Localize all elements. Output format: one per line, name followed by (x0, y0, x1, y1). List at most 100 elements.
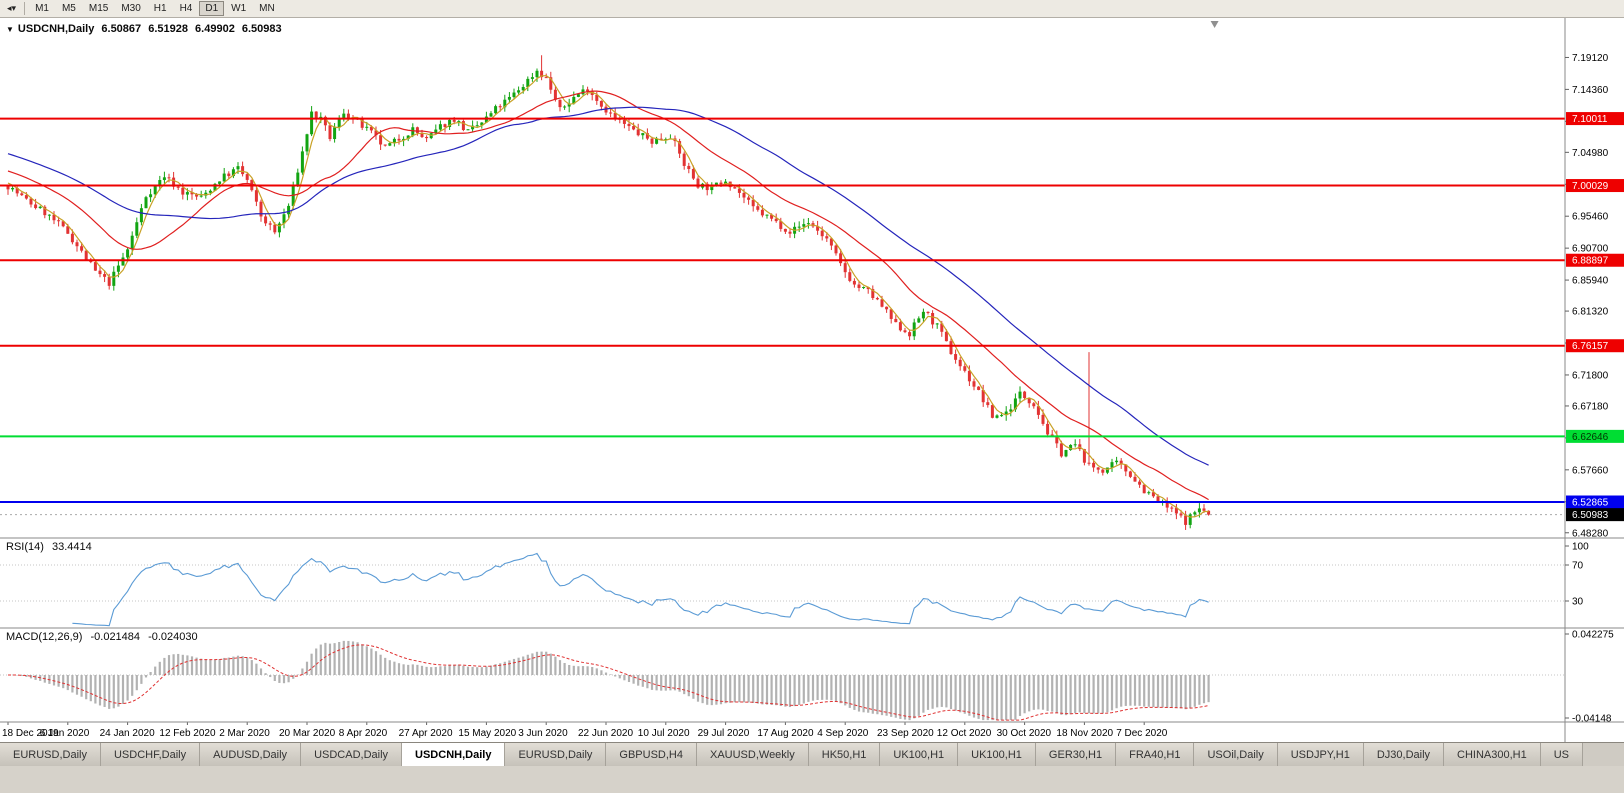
ohlc-open: 6.50867 (101, 23, 142, 35)
date-label: 8 Apr 2020 (339, 728, 388, 739)
timeframe-button-m1[interactable]: M1 (29, 1, 55, 16)
hline-price-tag[interactable]: 6.88897 (1566, 253, 1624, 267)
rsi-line (72, 552, 1209, 627)
ma-line-20 (7, 90, 1209, 501)
hline-price-tag[interactable]: 6.52865 (1566, 495, 1624, 509)
rsi-axis-label: 30 (1572, 597, 1584, 608)
rsi-value: 33.4414 (51, 541, 92, 553)
chart-tab-xauusd-weekly[interactable]: XAUUSD,Weekly (696, 743, 809, 766)
svg-text:6.88897: 6.88897 (1572, 256, 1609, 267)
price-axis-label: 6.81320 (1572, 307, 1609, 318)
timeframe-button-h4[interactable]: H4 (174, 1, 199, 16)
rsi-axis-label: 100 (1572, 542, 1589, 553)
date-label: 18 Nov 2020 (1056, 728, 1113, 739)
ohlc-high: 6.51928 (148, 23, 188, 35)
chart-tab-hk50-h1[interactable]: HK50,H1 (808, 743, 881, 766)
price-axis-label: 7.14360 (1572, 85, 1609, 96)
macd-axis-label: 0.042275 (1572, 630, 1614, 641)
timeframe-button-w1[interactable]: W1 (225, 1, 252, 16)
current-price-tag: 6.50983 (1566, 508, 1624, 522)
chart-tab-uk100-h1[interactable]: UK100,H1 (880, 743, 959, 766)
date-label: 24 Jan 2020 (100, 728, 155, 739)
chart-tab-uk100-h1[interactable]: UK100,H1 (958, 743, 1036, 766)
price-axis-label: 6.48280 (1572, 528, 1609, 539)
chart-shift-marker[interactable] (1210, 21, 1219, 28)
date-label: 18 Dec 2019 (2, 728, 59, 739)
chart-tab-usdcnh-daily[interactable]: USDCNH,Daily (402, 743, 506, 766)
ma-line-4 (7, 74, 1209, 518)
chart-tab-eurusd-daily[interactable]: EURUSD,Daily (0, 743, 101, 766)
chart-tab-usdcad-daily[interactable]: USDCAD,Daily (301, 743, 403, 766)
svg-text:6.76157: 6.76157 (1572, 341, 1609, 352)
chart-tab-bar: EURUSD,Daily USDCHF,Daily AUDUSD,Daily USDC… (0, 742, 1624, 766)
svg-text:6.50983: 6.50983 (1572, 510, 1609, 521)
ohlc-close: 6.50983 (241, 23, 282, 35)
date-label: 20 Mar 2020 (279, 728, 336, 739)
chart-tab-china300-h1[interactable]: CHINA300,H1 (1444, 743, 1541, 766)
date-label: 7 Dec 2020 (1116, 728, 1168, 739)
chart-tab-usdjpy-h1[interactable]: USDJPY,H1 (1277, 743, 1364, 766)
price-axis-label: 7.19120 (1572, 53, 1609, 64)
date-label: 3 Jun 2020 (518, 728, 568, 739)
date-label: 29 Jul 2020 (698, 728, 750, 739)
chart-tab-ger30-h1[interactable]: GER30,H1 (1035, 743, 1117, 766)
date-label: 12 Feb 2020 (159, 728, 216, 739)
hline-price-tag[interactable]: 7.10011 (1566, 112, 1624, 126)
hline-price-tag[interactable]: 7.00029 (1566, 179, 1624, 193)
timeframe-toolbar: ◂ ▾ M1 M5 M15 M30 H1 H4 D1 W1 MN (0, 0, 1624, 18)
chart-tab-usoil-daily[interactable]: USOil,Daily (1194, 743, 1278, 766)
ma-line-45 (7, 106, 1209, 466)
date-label: 27 Apr 2020 (399, 728, 453, 739)
date-label: 17 Aug 2020 (757, 728, 814, 739)
hline-price-tag[interactable]: 6.62646 (1566, 429, 1624, 443)
price-axis-label: 7.04980 (1572, 148, 1609, 159)
timeframe-button-m30[interactable]: M30 (115, 1, 146, 16)
chart-window[interactable]: 18 Dec 2019 6 Jan 2020 24 Jan 2020 12 Feb 2… (0, 18, 1624, 742)
timeframe-button-h1[interactable]: H1 (148, 1, 173, 16)
chart-tab-fra40-h1[interactable]: FRA40,H1 (1116, 743, 1195, 766)
toolbar-separator (24, 2, 26, 15)
svg-text:7.00029: 7.00029 (1572, 181, 1609, 192)
rsi-indicator-label: RSI(14) 33.4414 (6, 541, 97, 553)
chart-title: ▼ USDCNH,Daily 6.50867 6.51928 6.49902 6.… (6, 23, 286, 35)
chart-arrow-icon: ◂ (7, 3, 12, 13)
svg-text:7.10011: 7.10011 (1572, 114, 1608, 125)
rsi-name: RSI(14) (6, 541, 44, 553)
chart-symbol: USDCNH,Daily (17, 23, 95, 35)
date-label: 15 May 2020 (458, 728, 516, 739)
macd-main-value: -0.021484 (90, 631, 141, 643)
timeframe-buttons: M1 M5 M15 M30 H1 H4 D1 W1 MN (29, 1, 281, 16)
price-axis-label: 6.90700 (1572, 244, 1609, 255)
price-axis-label: 6.95460 (1572, 212, 1609, 223)
triangle-down-icon: ▼ (6, 25, 14, 34)
chart-tab-audusd-daily[interactable]: AUDUSD,Daily (200, 743, 302, 766)
svg-text:6.52865: 6.52865 (1572, 498, 1609, 509)
svg-text:6.62646: 6.62646 (1572, 432, 1609, 443)
timeframe-button-m5[interactable]: M5 (56, 1, 82, 16)
chevron-down-icon: ▾ (11, 3, 17, 13)
hline-price-tag[interactable]: 6.76157 (1566, 339, 1624, 353)
price-axis: 7.191207.143607.096007.049807.002206.954… (1564, 18, 1624, 742)
timeframe-button-d1[interactable]: D1 (199, 1, 225, 16)
date-label: 2 Mar 2020 (219, 728, 270, 739)
price-axis-label: 6.57660 (1572, 465, 1609, 476)
chart-tab-dj30-daily[interactable]: DJ30,Daily (1363, 743, 1445, 766)
macd-signal-line (7, 644, 1209, 721)
date-label: 12 Oct 2020 (937, 728, 992, 739)
chart-tab-usdchf-daily[interactable]: USDCHF,Daily (100, 743, 201, 766)
date-label: 22 Jun 2020 (578, 728, 633, 739)
chart-tab-us[interactable]: US (1540, 743, 1583, 766)
indicator-grid-lines (0, 514, 1565, 676)
chart-list-button[interactable]: ◂ ▾ (3, 1, 20, 16)
timeframe-button-mn[interactable]: MN (253, 1, 281, 16)
date-label: 30 Oct 2020 (997, 728, 1052, 739)
chart-tab-gbpusd-h4[interactable]: GBPUSD,H4 (606, 743, 697, 766)
chart-tab-eurusd-daily[interactable]: EURUSD,Daily (505, 743, 607, 766)
date-label: 6 Jan 2020 (40, 728, 90, 739)
rsi-axis-label: 70 (1572, 561, 1584, 572)
plot-area (0, 21, 1565, 721)
timeframe-button-m15[interactable]: M15 (83, 1, 114, 16)
date-label: 23 Sep 2020 (877, 728, 934, 739)
